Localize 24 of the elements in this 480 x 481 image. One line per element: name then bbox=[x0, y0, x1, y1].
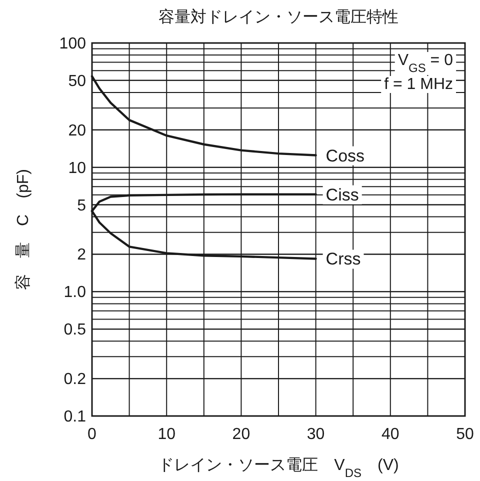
y-tick-label: 100 bbox=[59, 36, 86, 52]
annotation: f = 1 MHz bbox=[384, 76, 453, 93]
text: ドレイン・ソース電圧 V$_{DS}$ (V) bbox=[158, 457, 399, 480]
y-tick-label: 0.5 bbox=[64, 322, 86, 339]
x-tick-label: 10 bbox=[158, 426, 176, 443]
x-tick-label: 30 bbox=[306, 426, 325, 443]
y-axis-title: 容 量 C (pF) bbox=[14, 169, 32, 290]
x-tick-label: 50 bbox=[456, 426, 474, 443]
y-tick-label: 2 bbox=[77, 246, 86, 264]
y-tick-label: 5 bbox=[77, 197, 86, 214]
y-tick-label: 10 bbox=[68, 160, 86, 177]
y-tick-label: 0.1 bbox=[64, 408, 86, 426]
x-tick-label: 20 bbox=[232, 426, 250, 443]
annotation: V$_{GS}$ = 0 bbox=[398, 52, 454, 75]
chart-title: 容量対ドレイン・ソース電圧特性 bbox=[158, 8, 398, 26]
y-tick-label: 50 bbox=[68, 72, 86, 90]
y-tick-label: 0.2 bbox=[64, 371, 86, 388]
x-tick-label: 40 bbox=[382, 426, 400, 443]
y-tick-label: 1.0 bbox=[64, 284, 86, 302]
series-label: Crss bbox=[326, 250, 361, 269]
series-label: Coss bbox=[326, 146, 365, 166]
series-label: Ciss bbox=[326, 185, 359, 204]
y-tick-label: 20 bbox=[68, 122, 86, 140]
x-tick-label: 0 bbox=[88, 426, 97, 443]
